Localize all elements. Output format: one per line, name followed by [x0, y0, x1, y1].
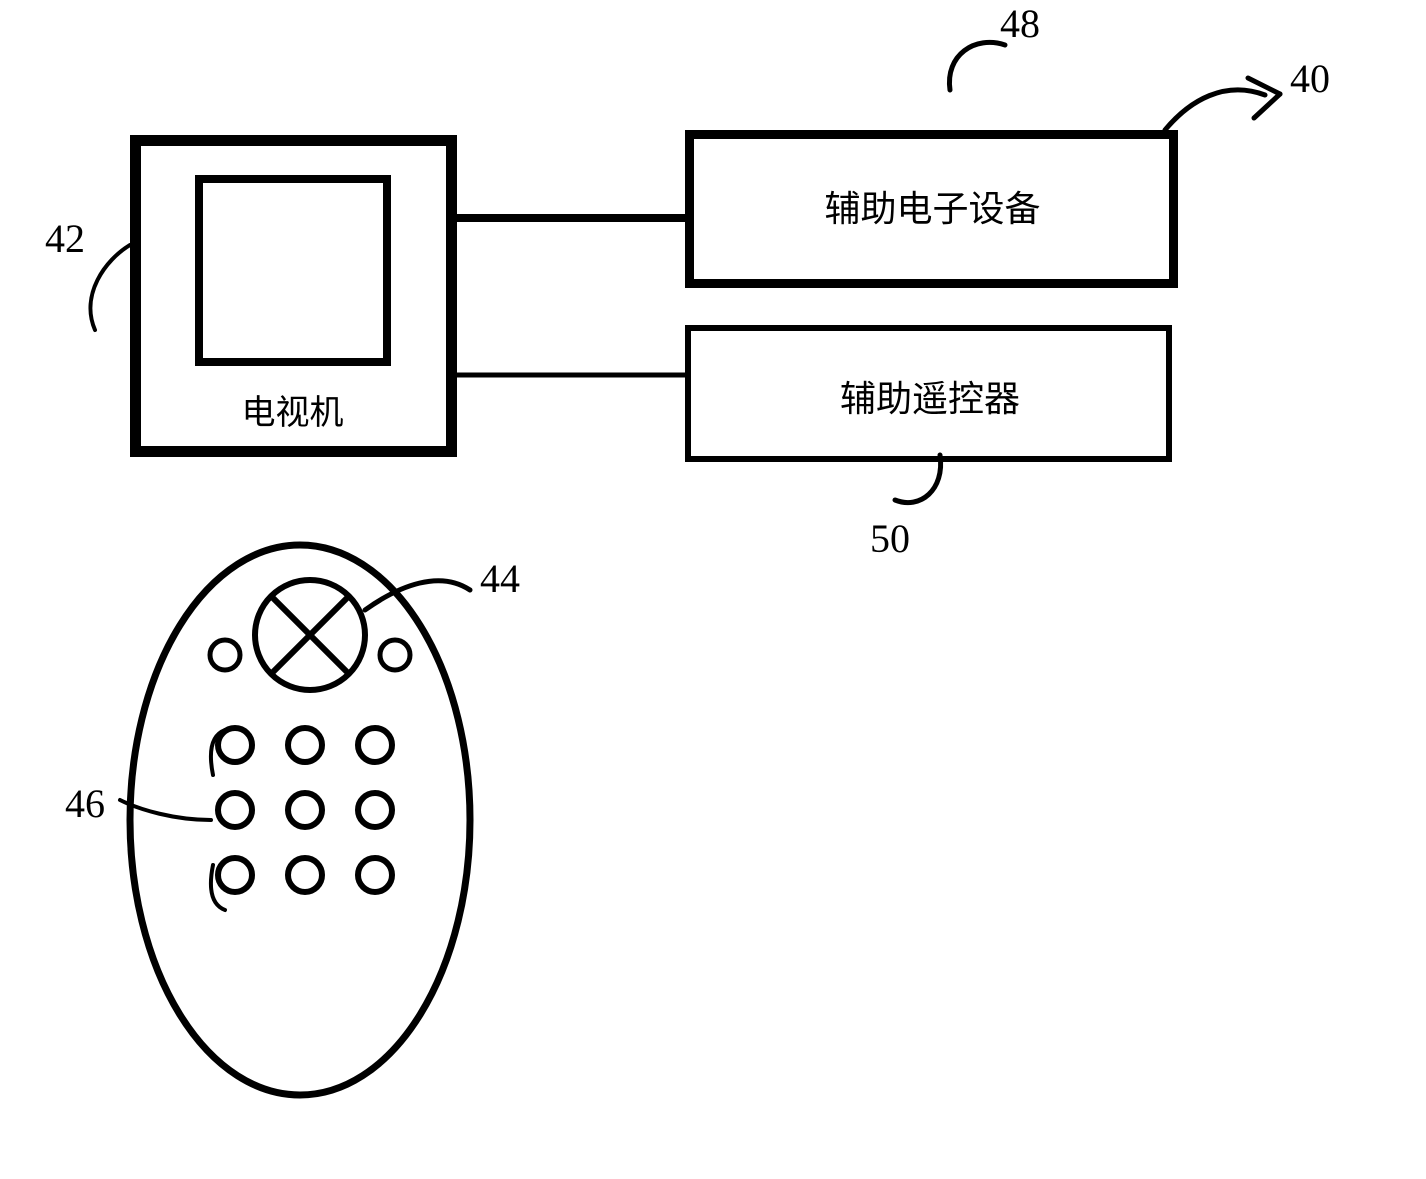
ref-42: 42	[45, 215, 85, 262]
leader-40	[1165, 78, 1280, 130]
remote-label: 遥控器	[200, 965, 400, 1017]
ref-48: 48	[1000, 0, 1040, 47]
remote-dpad	[255, 580, 365, 690]
remote-keypad	[218, 728, 392, 892]
aux-device-label: 辅助电子设备	[685, 180, 1180, 232]
leader-50	[895, 455, 941, 503]
ref-46: 46	[65, 780, 105, 827]
leader-42	[90, 245, 130, 330]
aux-remote-label: 辅助遥控器	[685, 370, 1175, 422]
tv-screen	[195, 175, 391, 366]
ref-40: 40	[1290, 55, 1330, 102]
ref-50: 50	[870, 515, 910, 562]
ref-44: 44	[480, 555, 520, 602]
remote-side-btn-right	[380, 640, 410, 670]
leader-48	[949, 42, 1005, 90]
leader-46	[120, 730, 225, 910]
tv-label: 电视机	[130, 385, 455, 434]
leader-44	[365, 581, 470, 610]
remote-side-btn-left	[210, 640, 240, 670]
